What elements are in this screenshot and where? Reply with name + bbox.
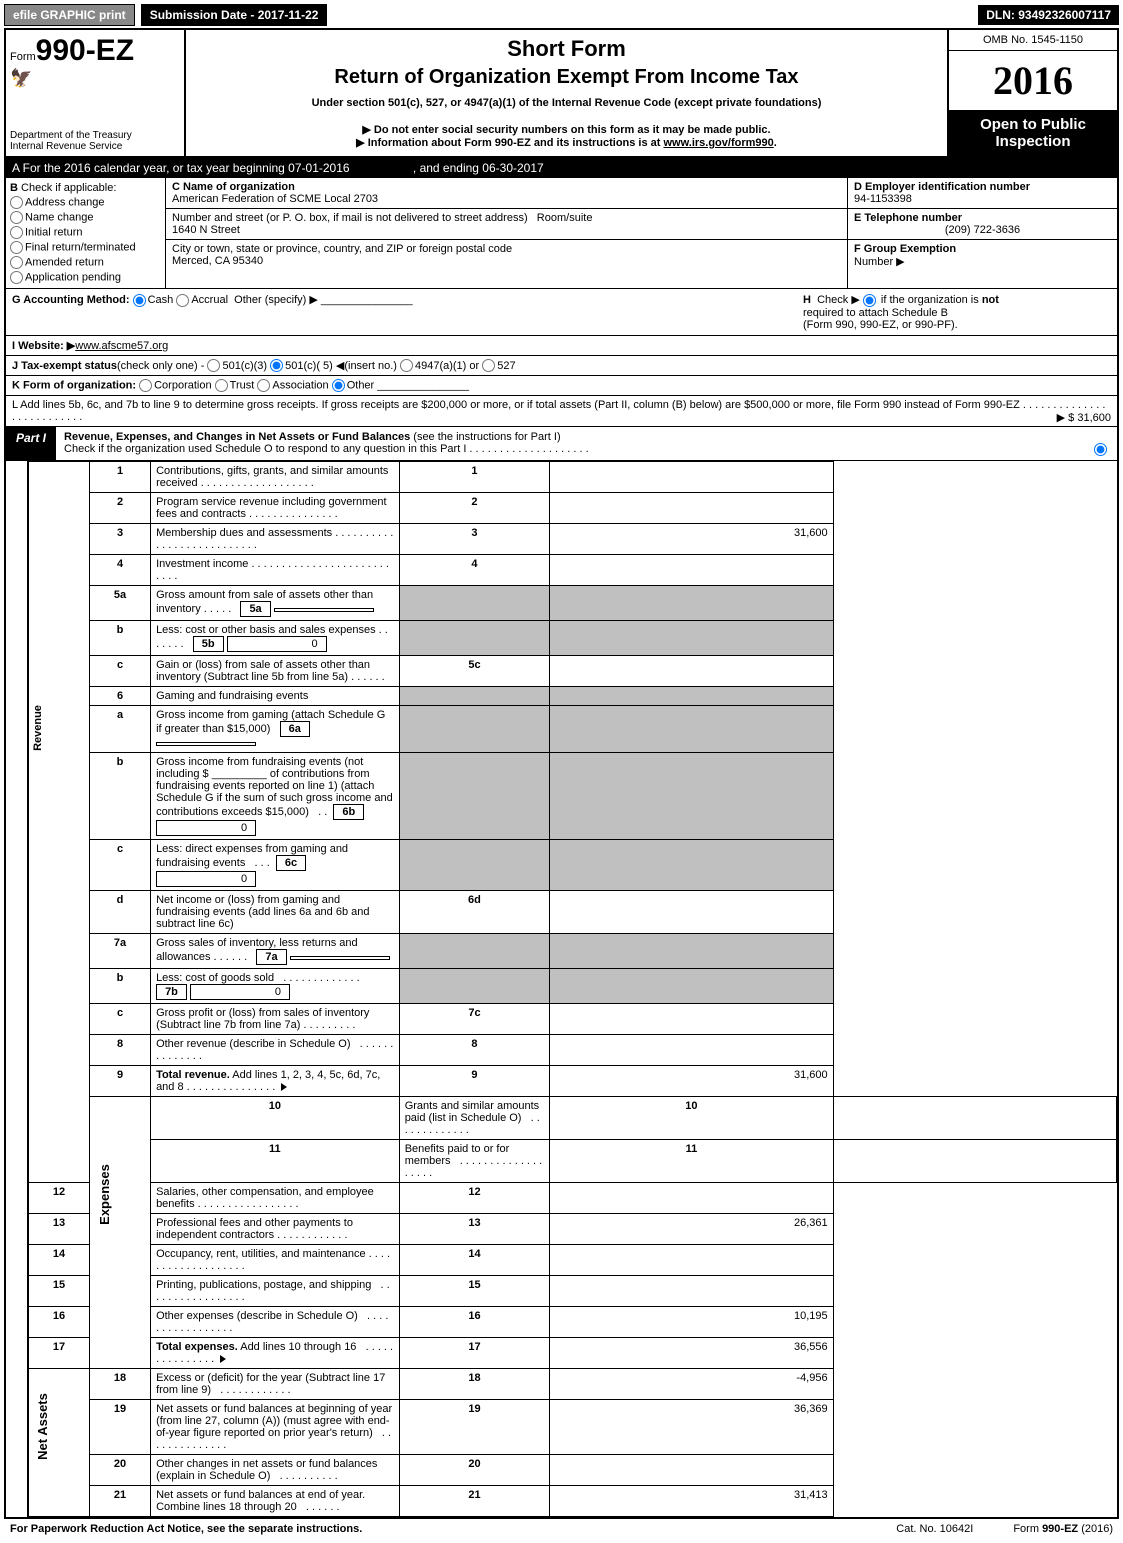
city-state-zip: Merced, CA 95340 [172,255,841,267]
submission-date-button[interactable]: Submission Date - 2017-11-22 [141,4,328,26]
527-radio[interactable] [482,359,495,372]
section-b-c-d: B Check if applicable: Address change Na… [6,178,1117,289]
association-radio[interactable] [257,379,270,392]
final-return-radio[interactable] [10,241,23,254]
row-a-tax-year: A For the 2016 calendar year, or tax yea… [6,158,1117,178]
form-header: Form990-EZ 🦅 Department of the Treasury … [6,30,1117,158]
open-to-public: Open to Public Inspection [949,110,1117,156]
row-l-gross-receipts: L Add lines 5b, 6c, and 7b to line 9 to … [6,396,1117,427]
line21-amount: 31,413 [550,1486,833,1517]
part-i-tab: Part I [6,427,56,460]
accrual-radio[interactable] [176,294,189,307]
application-pending-radio[interactable] [10,271,23,284]
ssn-notice: ▶ Do not enter social security numbers o… [192,123,941,136]
arrow-icon [281,1083,287,1091]
line19-amount: 36,369 [550,1400,833,1455]
form-prefix: Form [10,51,36,63]
under-section-text: Under section 501(c), 527, or 4947(a)(1)… [192,97,941,109]
column-c-org-info: C Name of organization American Federati… [166,178,847,288]
trust-radio[interactable] [215,379,228,392]
street-address: 1640 N Street [172,224,841,236]
line16-amount: 10,195 [550,1307,833,1338]
paperwork-notice: For Paperwork Reduction Act Notice, see … [10,1523,362,1535]
row-j-tax-exempt: J Tax-exempt status(check only one) - 50… [6,356,1117,377]
return-title: Return of Organization Exempt From Incom… [192,66,941,89]
line3-amount: 31,600 [550,524,833,555]
line18-amount: -4,956 [550,1369,833,1400]
revenue-side-label [6,461,28,1517]
line17-amount: 36,556 [550,1338,833,1369]
gross-receipts-amount: ▶ $ 31,600 [1057,411,1111,424]
line13-amount: 26,361 [550,1214,833,1245]
form-ref: Form 990-EZ (2016) [1013,1523,1113,1535]
row-g-h: G Accounting Method: Cash Accrual Other … [6,289,1117,336]
row-k-form-org: K Form of organization: Corporation Trus… [6,376,1117,396]
dln-label: DLN: 93492326007117 [978,5,1119,25]
corporation-radio[interactable] [139,379,152,392]
cat-no: Cat. No. 10642I [896,1523,973,1535]
efile-print-button[interactable]: efile GRAPHIC print [4,4,135,26]
part-i-lines: Revenue 1Contributions, gifts, grants, a… [6,461,1117,1517]
arrow-icon [220,1355,226,1363]
amended-return-radio[interactable] [10,256,23,269]
schedule-o-check[interactable] [1094,443,1107,456]
column-b-checkboxes: B Check if applicable: Address change Na… [6,178,166,288]
501c-radio[interactable] [270,359,283,372]
name-change-radio[interactable] [10,211,23,224]
ein: 94-1153398 [854,193,1111,205]
part-i-header: Part I Revenue, Expenses, and Changes in… [6,427,1117,461]
irs-eagle-icon: 🦅 [10,68,180,89]
column-d-e-f: D Employer identification number 94-1153… [847,178,1117,288]
4947-radio[interactable] [400,359,413,372]
line9-amount: 31,600 [550,1066,833,1097]
row-i-website: I Website: ▶www.afscme57.org [6,336,1117,356]
website-link[interactable]: www.afscme57.org [75,340,168,352]
short-form-title: Short Form [192,36,941,62]
cash-radio[interactable] [133,294,146,307]
501c3-radio[interactable] [207,359,220,372]
form-number: 990-EZ [36,34,134,67]
telephone: (209) 722-3636 [854,224,1111,236]
address-change-radio[interactable] [10,196,23,209]
other-org-radio[interactable] [332,379,345,392]
initial-return-radio[interactable] [10,226,23,239]
department-label: Department of the Treasury Internal Reve… [10,130,180,152]
omb-number: OMB No. 1545-1150 [949,30,1117,51]
org-name: American Federation of SCME Local 2703 [172,193,841,205]
schedule-b-not-required-radio[interactable] [863,294,876,307]
page-footer: For Paperwork Reduction Act Notice, see … [4,1519,1119,1539]
top-bar: efile GRAPHIC print Submission Date - 20… [4,4,1119,26]
info-notice: ▶ Information about Form 990-EZ and its … [192,136,941,149]
tax-year: 2016 [949,51,1117,110]
irs-link[interactable]: www.irs.gov/form990 [664,137,774,149]
form-frame: Form990-EZ 🦅 Department of the Treasury … [4,28,1119,1519]
